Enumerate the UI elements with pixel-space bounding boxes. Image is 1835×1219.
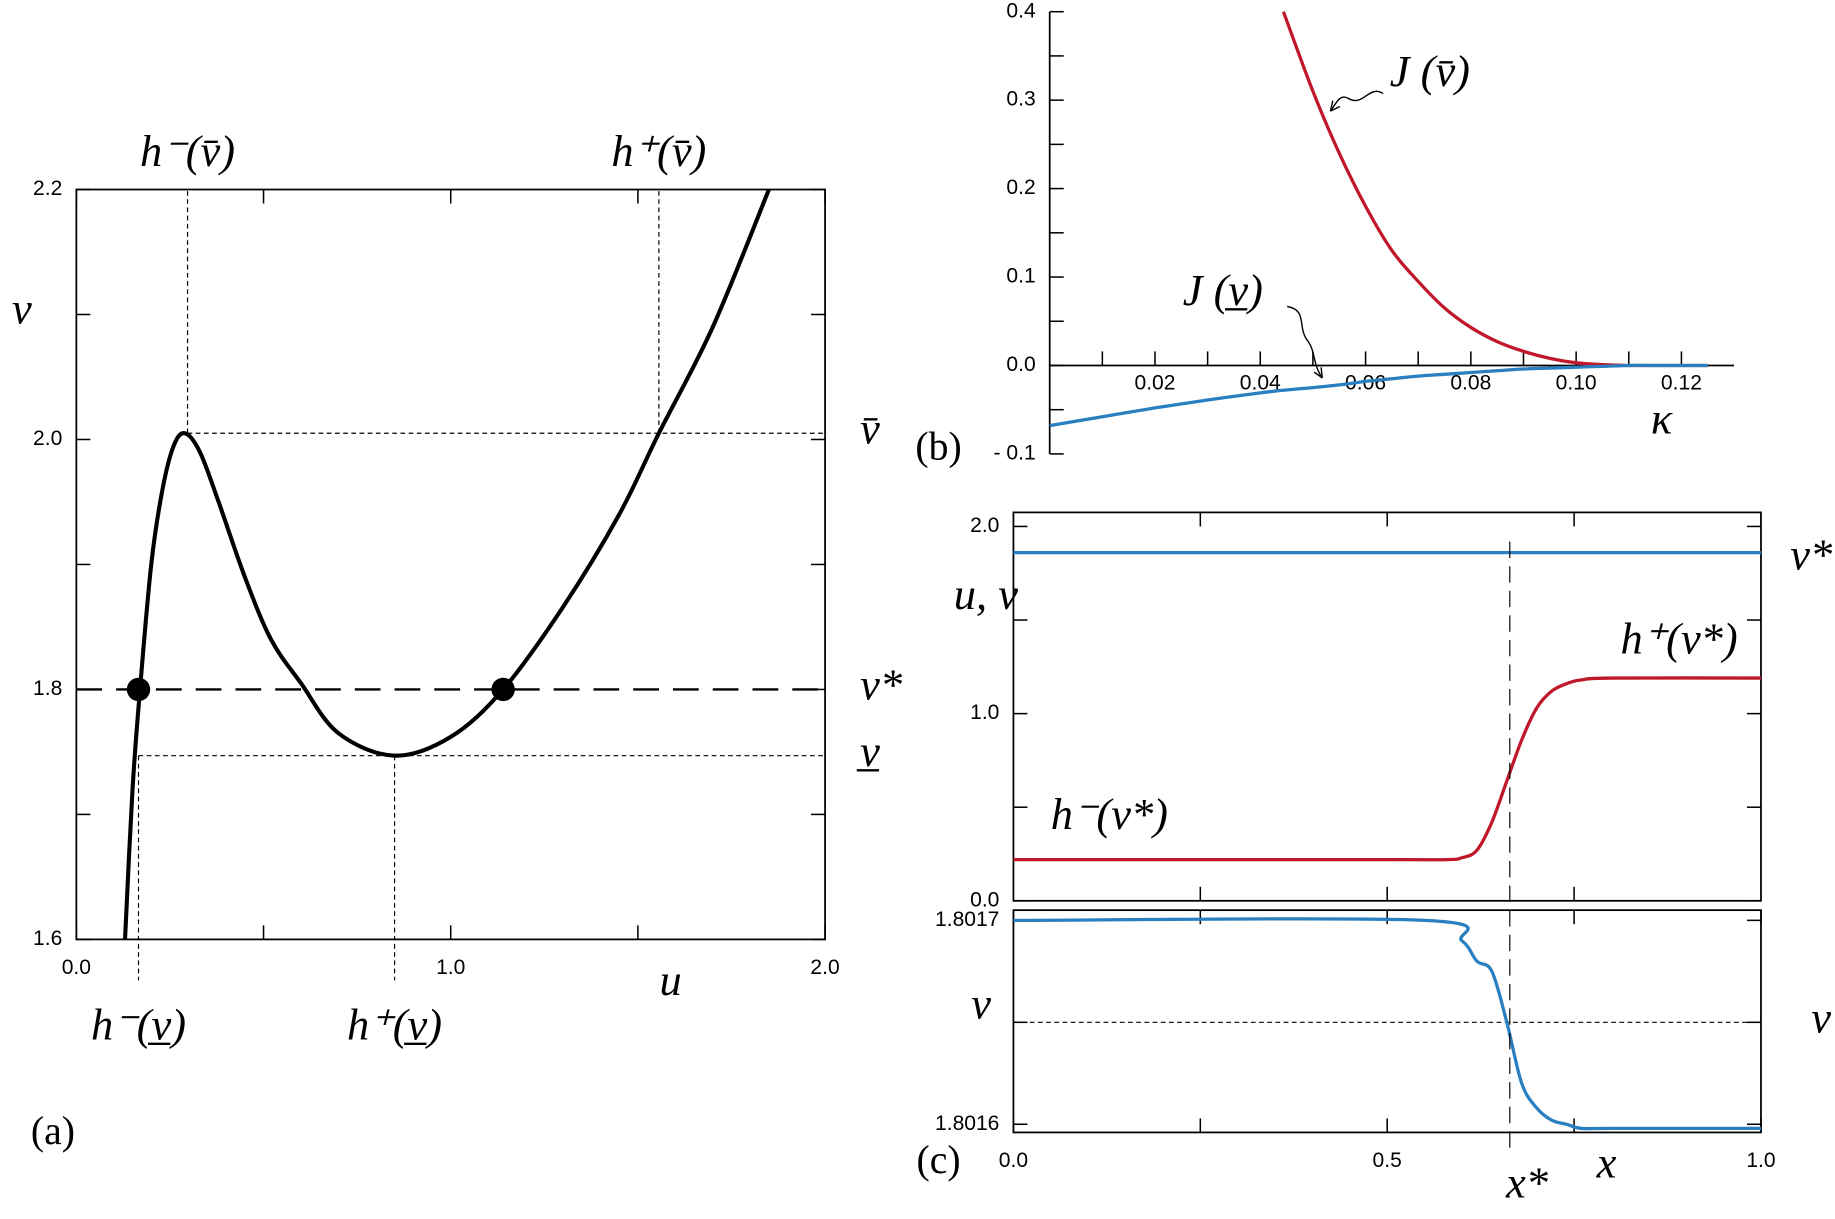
x-tick-label: 0.10 (1556, 372, 1597, 395)
annotation: J (v̄) (1390, 46, 1470, 96)
annotation: v* (1790, 529, 1833, 579)
x-tick-label: 1.0 (1746, 1149, 1775, 1172)
annotation: h⁻(v*) (1051, 789, 1168, 839)
y-tick-label: 1.0 (970, 701, 999, 724)
x-marker-label: x* (1505, 1158, 1549, 1208)
panel-label: (b) (915, 425, 961, 469)
x-axis-label: κ (1651, 394, 1673, 444)
y-tick-label: - 0.1 (994, 441, 1036, 464)
curve (1013, 676, 1761, 862)
level-label: v̲ (857, 726, 881, 776)
curve (1049, 363, 1708, 428)
x-tick-label: 1.0 (436, 956, 465, 979)
x-tick-label: 0.02 (1134, 372, 1175, 395)
y-tick-label: 0.2 (1006, 176, 1035, 199)
y-tick-label: 1.6 (33, 927, 62, 950)
frame (1012, 909, 1762, 1134)
panel-label: (c) (916, 1138, 960, 1182)
y-tick-label: 2.2 (33, 177, 62, 200)
x-tick-label: 2.0 (810, 956, 839, 979)
arrowhead (1329, 100, 1341, 112)
y-tick-label: 0.0 (970, 888, 999, 911)
y-tick-label: 1.8 (33, 677, 62, 700)
y-axis-label: v (12, 284, 32, 334)
x-tick-label: 0.5 (1373, 1149, 1402, 1172)
y-tick-label: 1.8016 (935, 1112, 999, 1135)
x-axis-label: x (1596, 1138, 1617, 1188)
x-tick-label: 0.06 (1345, 372, 1386, 395)
y-axis-label: v (971, 979, 991, 1029)
level-label: v* (860, 660, 903, 710)
x-tick-label: 0.08 (1450, 372, 1491, 395)
guide-label: h⁺(v̲) (347, 1000, 442, 1050)
y-tick-label: 0.1 (1006, 265, 1035, 288)
marker (126, 677, 151, 702)
x-tick-label: 0.12 (1661, 372, 1702, 395)
guide-label: h⁺(v̄) (611, 126, 706, 176)
arrowhead (1313, 367, 1323, 379)
panel-label: (a) (31, 1109, 75, 1153)
y-tick-label: 2.0 (970, 514, 999, 537)
annotation: h⁺(v*) (1620, 614, 1737, 664)
y-axis-label: u, v (954, 569, 1018, 619)
curve (1281, 11, 1708, 368)
frame (1012, 511, 1762, 902)
x-tick-label: 0.0 (62, 956, 91, 979)
marker (491, 677, 515, 702)
y-tick-label: 1.8017 (935, 908, 999, 931)
curve (1013, 917, 1761, 1131)
level-label: v* (1811, 993, 1835, 1043)
frame (75, 188, 826, 941)
arrow (1287, 305, 1323, 379)
level-label: v̄ (860, 403, 880, 453)
y-tick-label: 0.4 (1006, 0, 1036, 22)
arrow (1329, 90, 1384, 112)
curve (122, 188, 771, 940)
y-tick-label: 0.0 (1006, 353, 1035, 376)
x-tick-label: 0.0 (999, 1149, 1028, 1172)
x-axis-label: u (660, 955, 682, 1005)
x-tick-label: 0.04 (1240, 372, 1281, 395)
y-tick-label: 0.3 (1006, 88, 1035, 111)
guide-label: h⁻(v̲) (91, 1000, 186, 1050)
y-tick-label: 2.0 (33, 427, 62, 450)
annotation: J (v̲) (1183, 265, 1263, 315)
guide-label: h⁻(v̄) (140, 126, 235, 176)
